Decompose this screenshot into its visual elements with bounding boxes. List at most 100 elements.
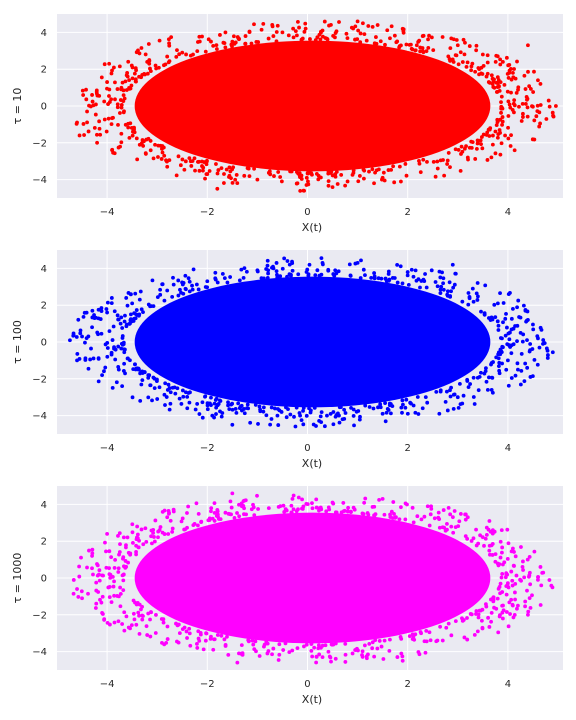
scatter-point (288, 274, 293, 278)
scatter-point (113, 557, 118, 562)
scatter-point (102, 617, 107, 622)
scatter-point (509, 569, 514, 574)
scatter-point (374, 35, 378, 39)
scatter-point (435, 638, 440, 643)
scatter-point (315, 268, 320, 273)
scatter-point (105, 354, 110, 359)
scatter-point (360, 653, 364, 657)
scatter-point (445, 162, 450, 166)
x-tick-label: −4 (100, 443, 115, 454)
scatter-point (462, 52, 467, 57)
scatter-point (448, 394, 453, 399)
scatter-point (360, 649, 365, 654)
scatter-point (383, 42, 387, 47)
scatter-point (90, 99, 95, 104)
scatter-point (151, 304, 156, 309)
scatter-point (419, 517, 424, 522)
subplot-tau-10: −4 −2 0 2 4 −4 −2 0 2 4 X(t) τ = 10 (11, 14, 563, 234)
scatter-point (498, 117, 503, 122)
scatter-point (490, 142, 495, 147)
scatter-point (372, 654, 377, 659)
scatter-point (179, 519, 184, 524)
scatter-point (459, 144, 464, 149)
scatter-point (342, 407, 347, 412)
scatter-point (463, 40, 467, 45)
scatter-point (298, 175, 302, 179)
scatter-point (162, 392, 167, 397)
scatter-point (90, 566, 94, 571)
scatter-point (128, 292, 133, 297)
scatter-point (394, 40, 399, 45)
scatter-point (438, 389, 443, 394)
scatter-point (328, 171, 333, 175)
y-tick-label: −2 (32, 610, 47, 621)
scatter-point (84, 87, 88, 92)
scatter-point (476, 541, 481, 546)
scatter-point (504, 311, 508, 316)
scatter-point (400, 654, 405, 659)
scatter-point (502, 560, 507, 565)
scatter-point (503, 333, 508, 338)
scatter-point (89, 346, 93, 351)
scatter-point (115, 87, 120, 91)
scatter-point (167, 59, 172, 64)
scatter-point (132, 311, 137, 316)
scatter-point (149, 534, 154, 539)
scatter-point (449, 289, 453, 294)
scatter-point (153, 63, 158, 68)
scatter-point (182, 625, 187, 630)
scatter-point (527, 596, 532, 601)
scatter-point (500, 59, 505, 64)
scatter-point (415, 514, 420, 519)
scatter-point (255, 493, 259, 498)
scatter-point (532, 118, 537, 123)
scatter-point (400, 410, 404, 415)
scatter-point (110, 574, 115, 579)
scatter-point (107, 94, 111, 98)
scatter-point (497, 89, 502, 93)
scatter-point (287, 262, 292, 267)
y-tick-label: 0 (41, 102, 47, 113)
scatter-point (451, 285, 456, 290)
scatter-point (271, 34, 276, 38)
scatter-point (148, 383, 153, 388)
scatter-point (525, 588, 529, 593)
scatter-point (500, 550, 504, 555)
scatter-point (112, 593, 116, 598)
scatter-point (399, 505, 403, 510)
scatter-point (468, 612, 473, 616)
scatter-point (293, 29, 298, 34)
scatter-point (75, 352, 80, 356)
scatter-point (377, 497, 381, 502)
scatter-point (137, 297, 142, 302)
scatter-point (105, 300, 110, 305)
scatter-point (299, 38, 304, 43)
scatter-point (141, 614, 145, 618)
scatter-point (541, 341, 545, 346)
scatter-point (151, 375, 156, 380)
scatter-point (304, 642, 309, 647)
scatter-point (120, 622, 125, 626)
scatter-point (137, 613, 141, 618)
scatter-point (160, 509, 165, 514)
scatter-point (448, 46, 453, 51)
scatter-point (281, 503, 286, 508)
scatter-point (126, 550, 131, 555)
scatter-point (280, 30, 285, 35)
scatter-point (505, 342, 510, 347)
scatter-point (196, 636, 201, 641)
scatter-point (205, 158, 209, 163)
scatter-point (304, 413, 309, 418)
scatter-point (487, 375, 491, 380)
scatter-point (426, 37, 430, 42)
scatter-point (230, 39, 235, 44)
scatter-point (116, 145, 121, 150)
scatter-point (511, 546, 515, 551)
scatter-point (474, 609, 479, 613)
scatter-point (436, 510, 441, 515)
scatter-point (104, 307, 109, 311)
scatter-point (85, 109, 89, 114)
scatter-point (423, 650, 428, 655)
scatter-point (104, 565, 109, 570)
scatter-point (148, 148, 153, 153)
